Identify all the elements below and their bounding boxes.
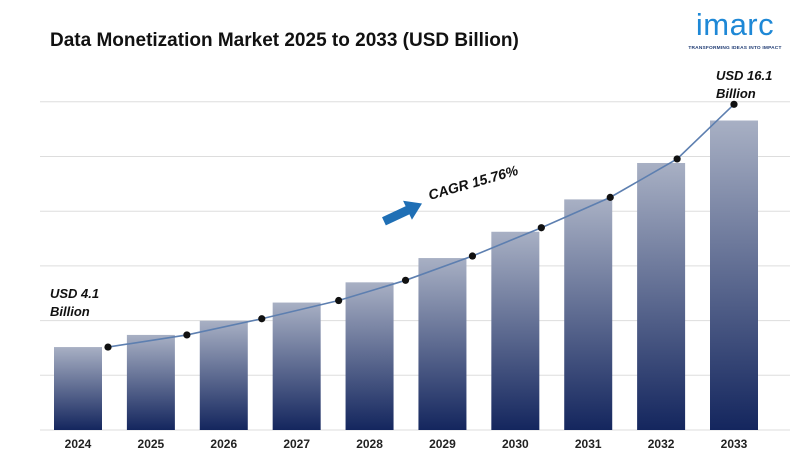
trend-point bbox=[730, 100, 738, 108]
x-axis-ticks: 2024 2025 2026 2027 2028 2029 2030 2031 2032 2033 bbox=[65, 437, 748, 451]
trend-point bbox=[537, 224, 545, 232]
x-tick-label: 2030 bbox=[502, 437, 529, 451]
trend-point bbox=[104, 343, 112, 351]
x-tick-label: 2025 bbox=[138, 437, 165, 451]
bar bbox=[345, 282, 394, 430]
start-value-label: USD 4.1 bbox=[50, 286, 99, 301]
logo-wordmark: imarc bbox=[695, 7, 775, 42]
trend-line-group bbox=[104, 100, 738, 351]
x-tick-label: 2033 bbox=[721, 437, 748, 451]
trend-point bbox=[468, 252, 477, 260]
logo-tagline: TRANSFORMING IDEAS INTO IMPACT bbox=[688, 46, 782, 51]
x-tick-label: 2032 bbox=[648, 437, 675, 451]
x-tick-label: 2031 bbox=[575, 437, 602, 451]
cagr-arrow-icon bbox=[382, 200, 423, 226]
bar bbox=[126, 334, 175, 430]
trend-point bbox=[673, 155, 681, 163]
x-tick-label: 2029 bbox=[429, 437, 456, 451]
trend-line bbox=[107, 103, 735, 348]
bar bbox=[491, 231, 540, 430]
end-value-unit: Billion bbox=[716, 86, 756, 101]
x-tick-label: 2028 bbox=[356, 437, 383, 451]
trend-point bbox=[183, 331, 191, 339]
start-value-unit: Billion bbox=[50, 304, 90, 319]
bar bbox=[564, 199, 613, 430]
trend-point bbox=[401, 276, 410, 284]
trend-point bbox=[606, 193, 614, 201]
x-tick-label: 2026 bbox=[210, 437, 237, 451]
cagr-arrow-head bbox=[403, 200, 423, 220]
bar bbox=[637, 162, 686, 431]
bar bbox=[54, 347, 102, 430]
bar bbox=[710, 120, 758, 430]
x-tick-label: 2027 bbox=[283, 437, 310, 451]
cagr-arrow-shaft bbox=[382, 205, 412, 226]
trend-point bbox=[258, 315, 266, 323]
bar bbox=[199, 320, 248, 430]
imarc-logo: imarc TRANSFORMING IDEAS INTO IMPACT bbox=[684, 8, 786, 56]
bars bbox=[54, 120, 758, 431]
bar bbox=[272, 302, 321, 430]
x-tick-label: 2024 bbox=[65, 437, 92, 451]
bar bbox=[418, 258, 467, 430]
cagr-label: CAGR 15.76% bbox=[426, 162, 520, 203]
chart-title: Data Monetization Market 2025 to 2033 (U… bbox=[50, 30, 519, 51]
end-value-label: USD 16.1 bbox=[716, 68, 772, 83]
trend-point bbox=[335, 296, 343, 305]
